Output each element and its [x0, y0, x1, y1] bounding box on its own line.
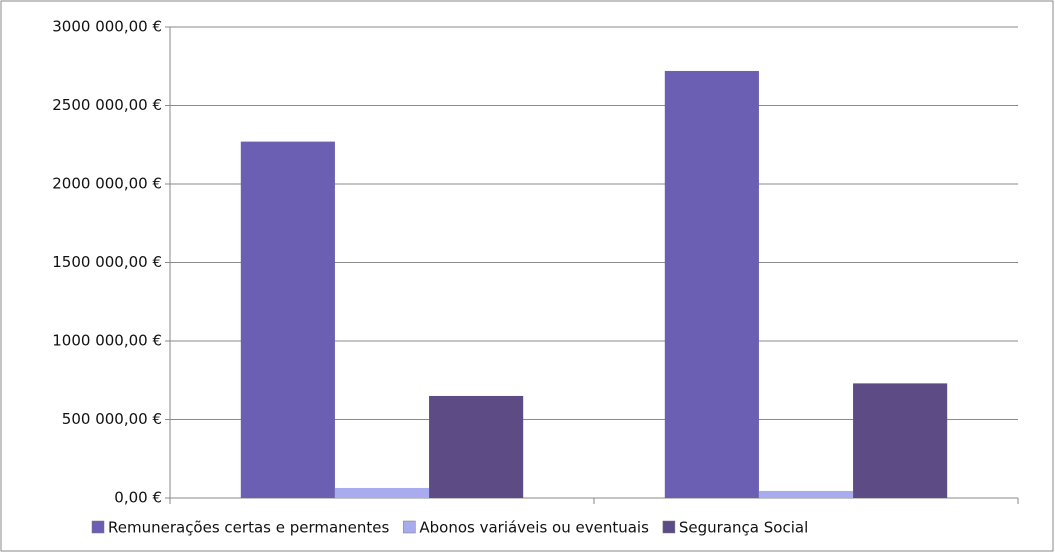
y-tick-label: 3000 000,00 € — [52, 18, 162, 36]
legend-label: Remunerações certas e permanentes — [108, 519, 390, 537]
y-tick-label: 2500 000,00 € — [52, 96, 162, 114]
bar — [334, 487, 430, 498]
legend-swatch — [403, 520, 416, 534]
legend-label: Segurança Social — [679, 519, 808, 537]
bar — [758, 490, 854, 498]
y-tick-label: 1000 000,00 € — [52, 332, 162, 350]
y-tick-label: 2000 000,00 € — [52, 175, 162, 193]
legend-swatch — [662, 520, 676, 534]
bar — [853, 383, 948, 498]
y-tick-label: 0,00 € — [114, 489, 162, 507]
y-tick-label: 1500 000,00 € — [52, 253, 162, 271]
y-tick-label: 500 000,00 € — [62, 410, 162, 428]
bar — [240, 141, 335, 499]
legend-swatch — [91, 520, 105, 534]
bar — [664, 70, 759, 499]
legend-label: Abonos variáveis ou eventuais — [419, 519, 649, 537]
bar — [429, 395, 524, 498]
